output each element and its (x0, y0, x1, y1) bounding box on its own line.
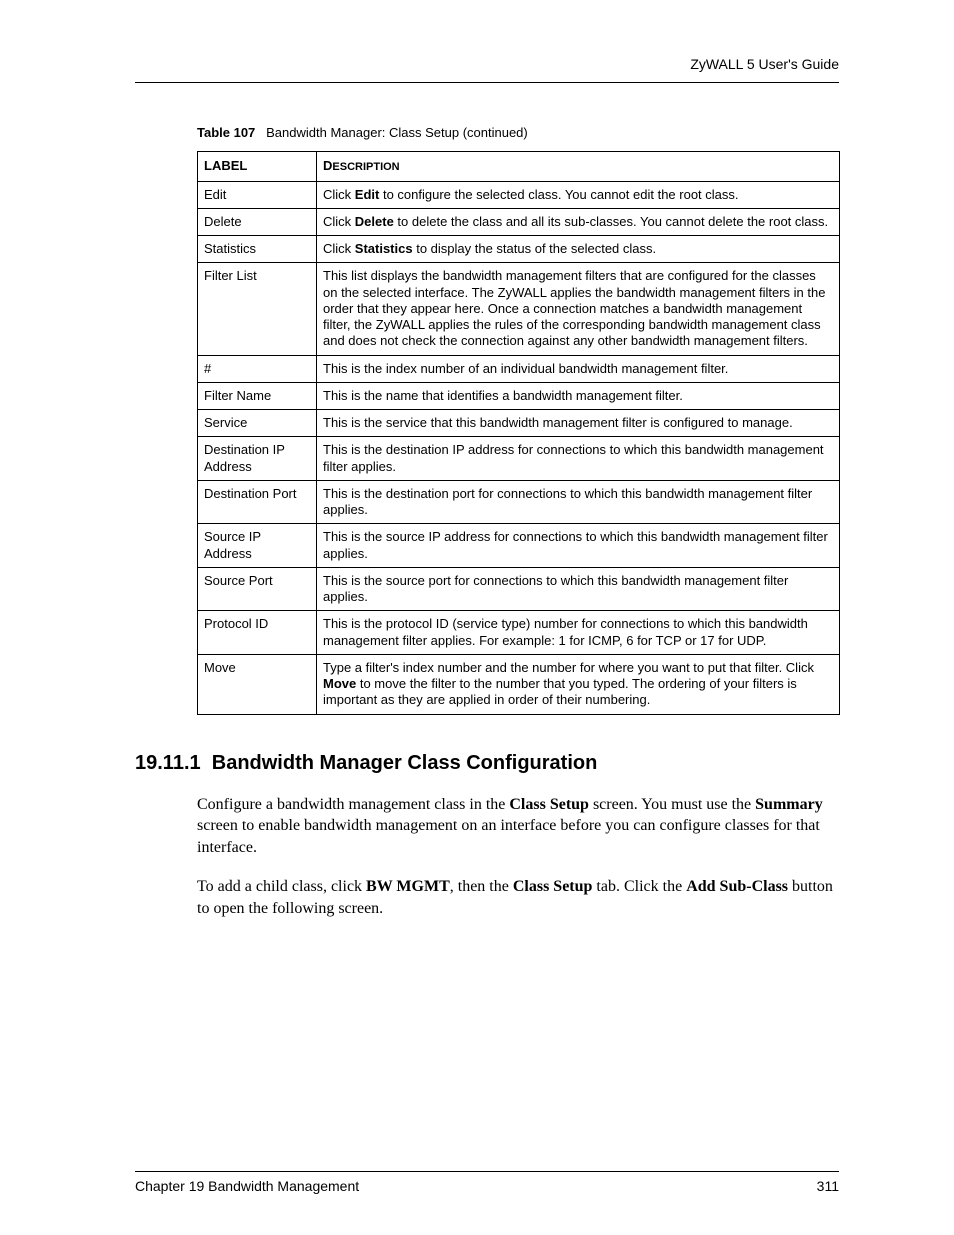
page-header: ZyWALL 5 User's Guide (135, 56, 839, 83)
cell-desc: Type a filter's index number and the num… (317, 654, 840, 714)
cell-label: Filter List (198, 263, 317, 355)
table-row: Delete Click Delete to delete the class … (198, 208, 840, 235)
cell-label: Destination IP Address (198, 437, 317, 481)
cell-label: Service (198, 410, 317, 437)
cell-desc: This is the name that identifies a bandw… (317, 382, 840, 409)
table-row: Source Port This is the source port for … (198, 567, 840, 611)
class-setup-table: LABEL DESCRIPTION Edit Click Edit to con… (197, 151, 840, 715)
cell-desc: Click Edit to configure the selected cla… (317, 181, 840, 208)
cell-desc: This is the destination port for connect… (317, 480, 840, 524)
cell-label: Delete (198, 208, 317, 235)
cell-label: Destination Port (198, 480, 317, 524)
page-footer: Chapter 19 Bandwidth Management 311 (135, 1171, 839, 1196)
cell-desc: Click Delete to delete the class and all… (317, 208, 840, 235)
table-row: Filter Name This is the name that identi… (198, 382, 840, 409)
cell-desc: This is the source port for connections … (317, 567, 840, 611)
desc-sc: ESCRIPTION (332, 161, 399, 173)
table-row: Protocol ID This is the protocol ID (ser… (198, 611, 840, 655)
cell-label: Source Port (198, 567, 317, 611)
cell-label: Filter Name (198, 382, 317, 409)
table-row: Source IP Address This is the source IP … (198, 524, 840, 568)
table-row: Move Type a filter's index number and th… (198, 654, 840, 714)
cell-desc: This list displays the bandwidth managem… (317, 263, 840, 355)
footer-chapter: Chapter 19 Bandwidth Management (135, 1178, 359, 1196)
cell-desc: This is the service that this bandwidth … (317, 410, 840, 437)
cell-label: Protocol ID (198, 611, 317, 655)
table-header-row: LABEL DESCRIPTION (198, 151, 840, 181)
cell-label: # (198, 355, 317, 382)
guide-title: ZyWALL 5 User's Guide (690, 56, 839, 72)
footer-page-number: 311 (817, 1178, 839, 1196)
table-row: Destination IP Address This is the desti… (198, 437, 840, 481)
section-number: 19.11.1 (135, 752, 201, 774)
col-desc-header: DESCRIPTION (317, 151, 840, 181)
cell-label: Statistics (198, 236, 317, 263)
caption-suffix: Bandwidth Manager: Class Setup (continue… (266, 125, 528, 140)
cell-label: Edit (198, 181, 317, 208)
table-row: Filter List This list displays the bandw… (198, 263, 840, 355)
section-title: Bandwidth Manager Class Configuration (212, 752, 598, 774)
table-row: Destination Port This is the destination… (198, 480, 840, 524)
table-row: # This is the index number of an individ… (198, 355, 840, 382)
cell-desc: Click Statistics to display the status o… (317, 236, 840, 263)
cell-desc: This is the protocol ID (service type) n… (317, 611, 840, 655)
cell-label: Move (198, 654, 317, 714)
table-row: Statistics Click Statistics to display t… (198, 236, 840, 263)
cell-label: Source IP Address (198, 524, 317, 568)
body-paragraph: To add a child class, click BW MGMT, the… (197, 876, 837, 919)
table-row: Service This is the service that this ba… (198, 410, 840, 437)
cell-desc: This is the index number of an individua… (317, 355, 840, 382)
caption-prefix: Table 107 (197, 125, 255, 140)
table-caption: Table 107 Bandwidth Manager: Class Setup… (197, 125, 839, 141)
cell-desc: This is the source IP address for connec… (317, 524, 840, 568)
body-paragraph: Configure a bandwidth management class i… (197, 794, 837, 859)
col-label-header: LABEL (198, 151, 317, 181)
cell-desc: This is the destination IP address for c… (317, 437, 840, 481)
table-row: Edit Click Edit to configure the selecte… (198, 181, 840, 208)
section-heading: 19.11.1 Bandwidth Manager Class Configur… (135, 751, 839, 776)
